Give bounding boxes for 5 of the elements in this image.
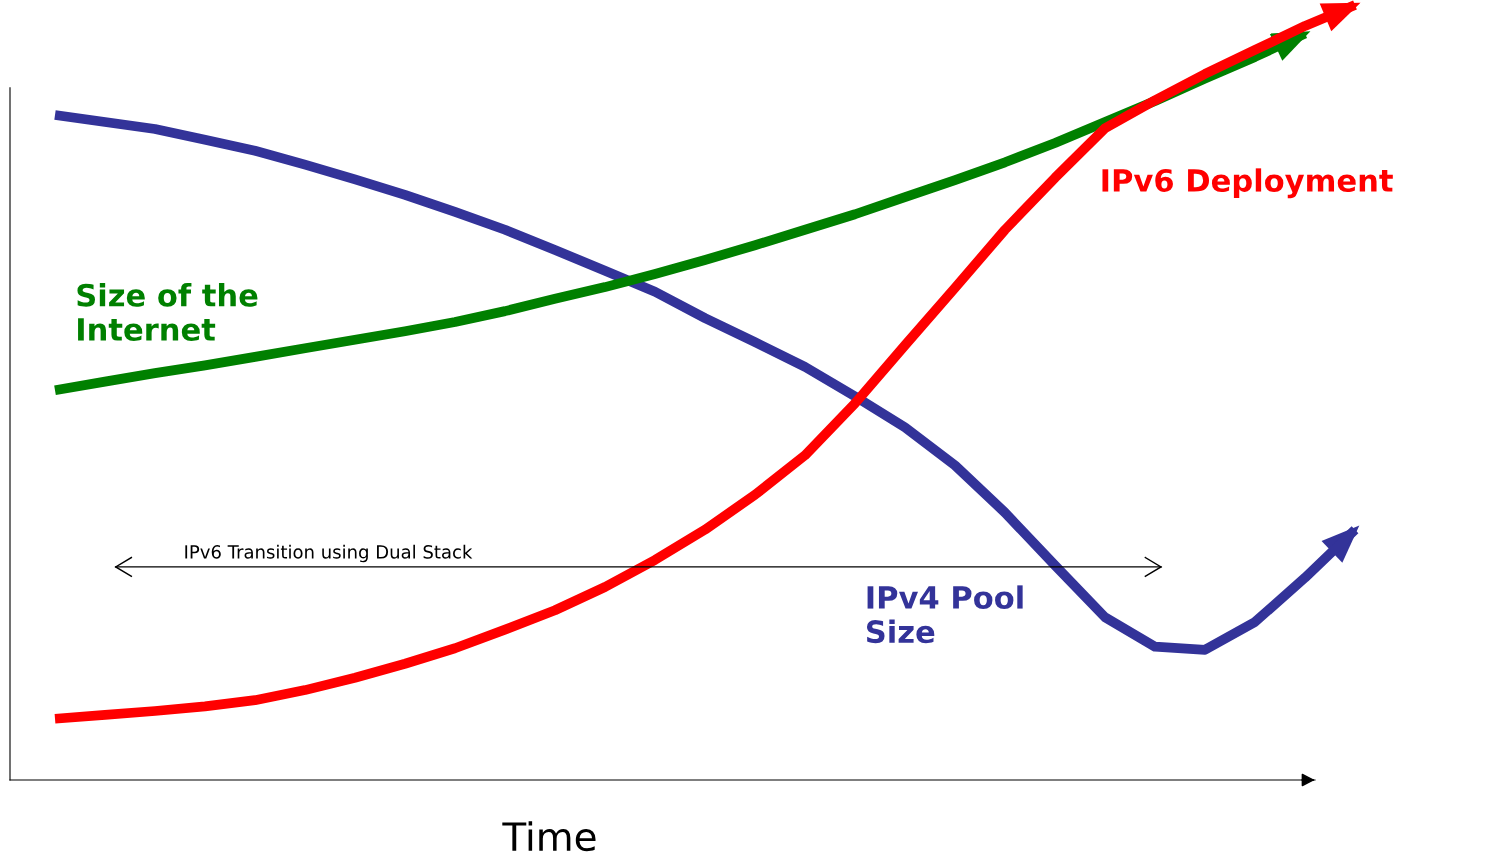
series-label: Size of the Internet [77,283,258,341]
series-label: IPv4 Pool Size [866,585,1023,644]
x-axis-title: Time [502,821,596,852]
ref-line-label: IPv6 Transition using Dual Stack [185,544,473,563]
series-label: IPv6 Deployment [1102,168,1393,199]
